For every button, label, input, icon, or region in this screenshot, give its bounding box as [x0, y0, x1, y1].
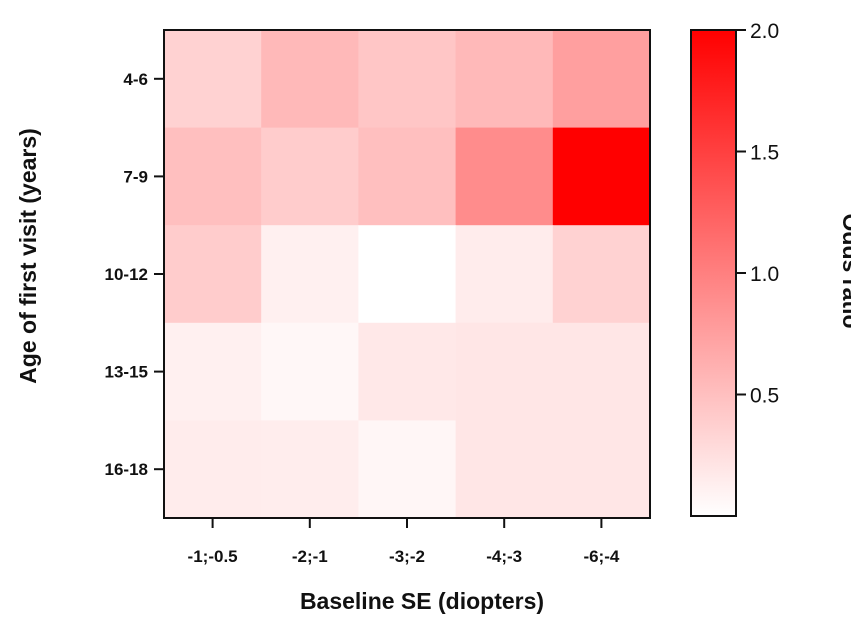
- x-axis-ticks: -1;-0.5 -2;-1 -3;-2 -4;-3 -6;-4: [188, 518, 620, 566]
- heatmap-cell-4-6--3;-2: [358, 30, 457, 129]
- heatmap-cell-10-12--4;-3: [455, 225, 554, 324]
- y-axis-title: Age of first visit (years): [15, 128, 41, 384]
- heatmap-cell-7-9--1;-0.5: [164, 127, 262, 226]
- heatmap-cell-7-9--6;-4: [552, 127, 651, 226]
- heatmap-cell-4-6--1;-0.5: [164, 30, 262, 129]
- heatmap-cell-7-9--2;-1: [261, 127, 359, 226]
- heatmap-cell-16-18--6;-4: [552, 420, 651, 519]
- y-axis-ticks: 4-6 7-9 10-12 13-15 16-18: [105, 70, 164, 479]
- colorbar-title: Odds ratio: [838, 213, 851, 328]
- colorbar-ticks: 0.5 1.0 1.5 2.0: [736, 20, 779, 408]
- heatmap-cell-10-12--6;-4: [552, 225, 651, 324]
- heatmap-cell-10-12--3;-2: [358, 225, 457, 324]
- y-tick-label: 10-12: [105, 265, 148, 284]
- x-tick-label: -3;-2: [389, 547, 425, 566]
- y-tick-label: 7-9: [123, 167, 148, 186]
- heatmap-cell-16-18--3;-2: [358, 420, 457, 519]
- x-tick-label: -6;-4: [583, 547, 619, 566]
- heatmap-cell-7-9--4;-3: [455, 127, 554, 226]
- heatmap-cell-16-18--2;-1: [261, 420, 359, 519]
- heatmap-cell-16-18--1;-0.5: [164, 420, 262, 519]
- heatmap-cell-13-15--4;-3: [455, 322, 554, 421]
- x-axis-title: Baseline SE (diopters): [300, 588, 544, 614]
- heatmap-cell-10-12--2;-1: [261, 225, 359, 324]
- heatmap-cell-13-15--1;-0.5: [164, 322, 262, 421]
- heatmap-cell-13-15--2;-1: [261, 322, 359, 421]
- colorbar-tick-label: 2.0: [750, 20, 779, 43]
- colorbar: [690, 29, 737, 517]
- colorbar-tick-label: 0.5: [750, 385, 779, 408]
- y-tick-label: 16-18: [105, 460, 148, 479]
- heatmap-cell-7-9--3;-2: [358, 127, 457, 226]
- x-tick-label: -2;-1: [292, 547, 328, 566]
- y-tick-label: 13-15: [105, 363, 148, 382]
- colorbar-tick-label: 1.5: [750, 142, 779, 165]
- colorbar-tick-label: 1.0: [750, 263, 779, 286]
- heatmap-cells: [164, 30, 651, 519]
- heatmap-cell-13-15--6;-4: [552, 322, 651, 421]
- heatmap-cell-10-12--1;-0.5: [164, 225, 262, 324]
- heatmap-cell-16-18--4;-3: [455, 420, 554, 519]
- heatmap-cell-4-6--6;-4: [552, 30, 651, 129]
- x-tick-label: -1;-0.5: [188, 547, 238, 566]
- x-tick-label: -4;-3: [486, 547, 522, 566]
- heatmap-cell-4-6--2;-1: [261, 30, 359, 129]
- heatmap-cell-4-6--4;-3: [455, 30, 554, 129]
- y-tick-label: 4-6: [123, 70, 148, 89]
- heatmap-cell-13-15--3;-2: [358, 322, 457, 421]
